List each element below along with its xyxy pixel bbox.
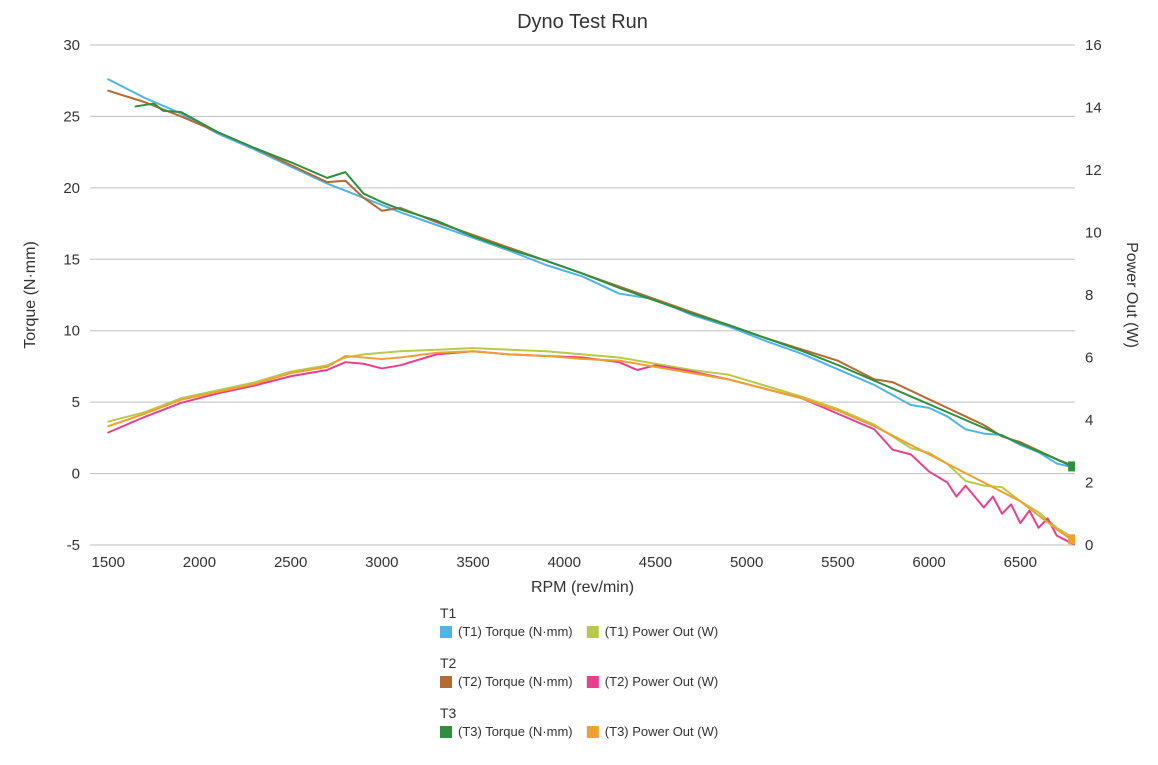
x-tick-label: 2000 xyxy=(183,554,216,571)
series-t1_power xyxy=(108,348,1075,539)
y-right-tick-label: 10 xyxy=(1085,225,1102,242)
legend-swatch xyxy=(440,626,452,638)
y-right-tick-label: 16 xyxy=(1085,37,1102,54)
y-right-tick-label: 14 xyxy=(1085,100,1102,117)
y-right-tick-label: 6 xyxy=(1085,350,1093,367)
series-end-marker xyxy=(1068,534,1078,544)
y-left-tick-label: 5 xyxy=(72,394,80,411)
y-left-tick-label: 20 xyxy=(63,180,80,197)
legend-item-label: (T3) Torque (N·mm) xyxy=(458,724,573,739)
x-tick-label: 5000 xyxy=(730,554,763,571)
y-right-tick-label: 4 xyxy=(1085,412,1093,429)
y-left-tick-label: 25 xyxy=(63,108,80,125)
legend-item-label: (T1) Power Out (W) xyxy=(605,624,718,639)
legend-swatch xyxy=(440,676,452,688)
y-left-tick-label: -5 xyxy=(67,537,80,554)
x-tick-label: 4500 xyxy=(639,554,672,571)
legend: T1(T1) Torque (N·mm) (T1) Power Out (W) T2… xyxy=(440,605,718,739)
x-tick-label: 3500 xyxy=(456,554,489,571)
chart-title: Dyno Test Run xyxy=(517,11,648,33)
legend-swatch xyxy=(587,626,599,638)
y-left-axis-label: Torque (N·mm) xyxy=(22,241,39,349)
x-tick-label: 1500 xyxy=(92,554,125,571)
x-tick-label: 4000 xyxy=(548,554,581,571)
legend-group-label: T2 xyxy=(440,655,457,671)
x-tick-label: 3000 xyxy=(365,554,398,571)
y-left-tick-label: 30 xyxy=(63,37,80,54)
y-left-tick-label: 0 xyxy=(72,466,80,483)
y-right-axis-label: Power Out (W) xyxy=(1123,242,1140,348)
y-left-tick-label: 15 xyxy=(63,251,80,268)
x-tick-label: 2500 xyxy=(274,554,307,571)
x-tick-label: 6500 xyxy=(1004,554,1037,571)
legend-item-label: (T2) Power Out (W) xyxy=(605,674,718,689)
series-end-marker xyxy=(1068,461,1078,471)
y-right-tick-label: 2 xyxy=(1085,475,1093,492)
x-axis-label: RPM (rev/min) xyxy=(531,579,634,596)
legend-swatch xyxy=(587,726,599,738)
series-t3_power xyxy=(108,351,1075,542)
x-tick-label: 5500 xyxy=(821,554,854,571)
legend-group-label: T3 xyxy=(440,705,457,721)
legend-group-label: T1 xyxy=(440,605,457,621)
y-right-tick-label: 0 xyxy=(1085,537,1093,554)
chart-container: Dyno Test Run -5 0 5 10 15 20 25 30 0 2 4 6 8 10 12 14 16… xyxy=(0,0,1158,765)
legend-swatch xyxy=(587,676,599,688)
legend-item-label: (T1) Torque (N·mm) xyxy=(458,624,573,639)
series-t2_power xyxy=(108,351,1075,545)
legend-item-label: (T3) Power Out (W) xyxy=(605,724,718,739)
x-tick-label: 6000 xyxy=(912,554,945,571)
y-left-tick-label: 10 xyxy=(63,323,80,340)
legend-swatch xyxy=(440,726,452,738)
dyno-chart-svg: Dyno Test Run -5 0 5 10 15 20 25 30 0 2 4 6 8 10 12 14 16… xyxy=(0,0,1158,765)
y-right-tick-label: 12 xyxy=(1085,162,1102,179)
plot-area xyxy=(108,79,1078,545)
series-t1_torque xyxy=(108,79,1075,468)
y-right-tick-label: 8 xyxy=(1085,287,1093,304)
legend-item-label: (T2) Torque (N·mm) xyxy=(458,674,573,689)
